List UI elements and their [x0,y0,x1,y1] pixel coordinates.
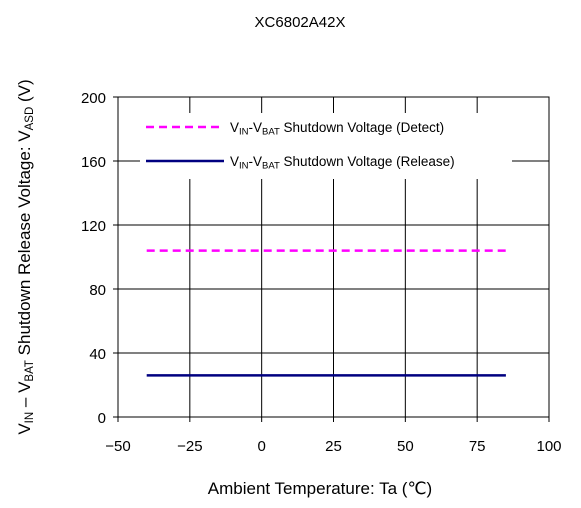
y-tick-label: 0 [98,410,106,427]
chart-title: XC6802A42X [255,14,346,31]
x-tick-label: 0 [257,438,265,455]
series-lines [146,249,506,377]
y-tick-label: 120 [81,218,106,235]
legend-label-release: VIN-VBAT Shutdown Voltage (Release) [230,154,455,172]
x-axis-label: Ambient Temperature: Ta (℃) [208,479,432,498]
y-axis-label: VIN – VBAT Shutdown Release Voltage: VAS… [15,79,36,434]
y-tick-label: 160 [81,154,106,171]
x-tick-label: 100 [536,438,561,455]
y-tick-label: 40 [89,346,106,363]
y-tick-label: 200 [81,90,106,107]
x-tick-label: −25 [177,438,202,455]
tick-labels: −50 −25 0 25 50 75 100 0 40 80 120 160 200 [81,90,562,455]
y-tick-label: 80 [89,282,106,299]
x-tick-label: 50 [397,438,414,455]
x-tick-label: −50 [105,438,130,455]
x-tick-label: 25 [325,438,342,455]
x-tick-label: 75 [469,438,486,455]
legend-label-detect: VIN-VBAT Shutdown Voltage (Detect) [230,120,444,138]
legend-box [140,113,512,179]
